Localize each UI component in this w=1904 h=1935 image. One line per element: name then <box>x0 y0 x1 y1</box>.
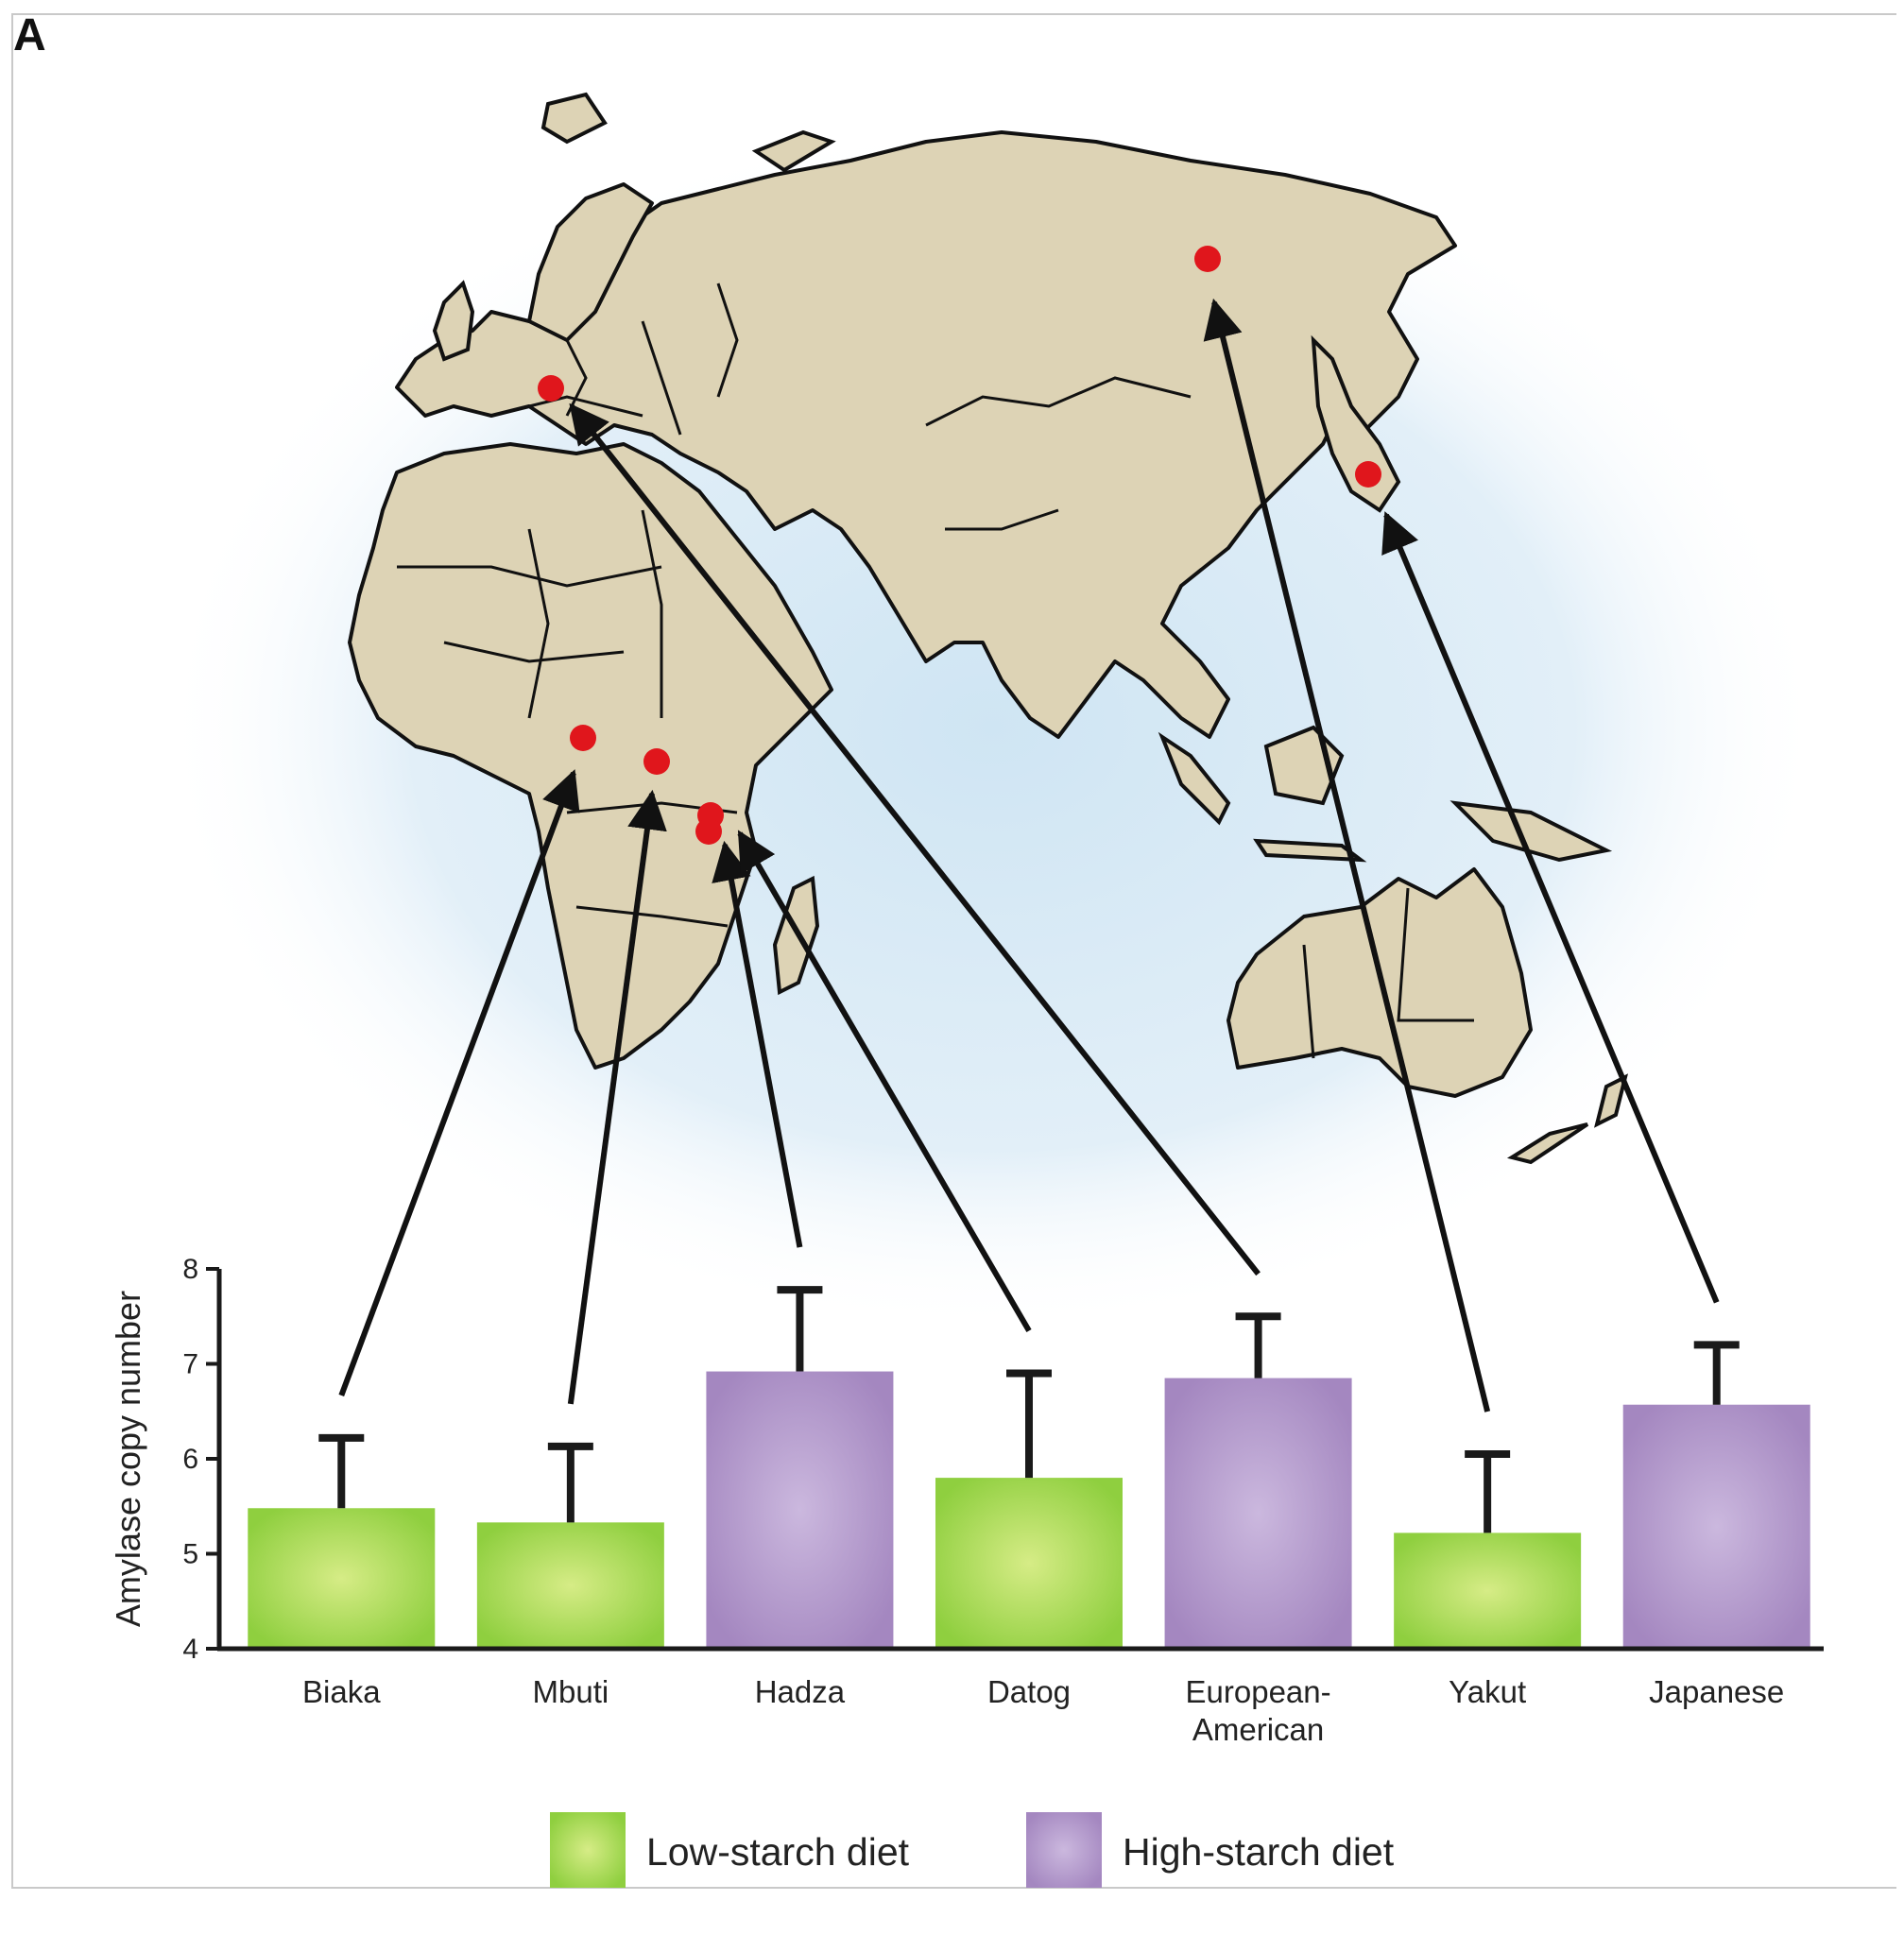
arrow-hadza <box>712 840 803 1248</box>
site-marker-biaka <box>570 725 596 751</box>
connector-arrows <box>338 298 1720 1413</box>
x-tick-label: European-American <box>1186 1674 1331 1747</box>
legend: Low-starch diet High-starch diet <box>550 1812 1395 1888</box>
arrow-yakut <box>1203 298 1491 1413</box>
new-guinea-landmass <box>1449 800 1613 863</box>
arrow-biaka <box>338 769 580 1396</box>
bar-european-american <box>1164 1378 1352 1649</box>
arrow-european-american <box>569 402 1261 1276</box>
legend-label-low: Low-starch diet <box>646 1830 910 1874</box>
uk-landmass <box>432 280 475 362</box>
x-tick-label: Hadza <box>755 1674 846 1709</box>
scandinavia-landmass <box>527 182 654 342</box>
x-tick-label: Japanese <box>1649 1674 1784 1709</box>
y-tick-label: 5 <box>182 1539 198 1570</box>
legend-swatch-low <box>550 1812 626 1888</box>
arrow-mbuti <box>567 789 667 1405</box>
figure-frame <box>11 13 1896 1889</box>
bar-chart: 4 5 6 7 8 Amylase copy number Biaka Mbuti Hadza D… <box>109 1254 1824 1747</box>
x-tick-label: Mbuti <box>533 1674 609 1709</box>
y-tick-label: 6 <box>182 1444 198 1475</box>
site-marker-european-american <box>538 375 564 402</box>
y-tick-label: 8 <box>182 1254 198 1285</box>
bar-hadza <box>706 1371 894 1649</box>
java-landmass <box>1253 838 1367 863</box>
y-tick-label: 4 <box>182 1634 198 1665</box>
bar-biaka <box>248 1508 436 1649</box>
bar-yakut <box>1394 1533 1582 1649</box>
eurasia-landmass <box>395 130 1457 739</box>
legend-label-high: High-starch diet <box>1123 1830 1395 1874</box>
y-axis-title: Amylase copy number <box>109 1291 147 1627</box>
africa-landmass <box>348 442 833 1070</box>
site-marker-japanese <box>1355 461 1381 488</box>
x-tick-label: Biaka <box>302 1674 381 1709</box>
new-zealand-landmass <box>1594 1073 1628 1128</box>
site-marker-yakut <box>1194 246 1221 272</box>
new-zealand-south-landmass <box>1506 1122 1589 1165</box>
y-tick-label: 7 <box>182 1349 198 1380</box>
panel-label: A <box>13 10 46 60</box>
sumatra-landmass <box>1158 731 1231 826</box>
bar-datog <box>935 1478 1123 1649</box>
world-map <box>161 92 1824 1332</box>
novaya-zemlya-landmass <box>751 129 836 173</box>
arrow-datog <box>737 830 1032 1333</box>
site-marker-mbuti <box>643 748 670 775</box>
site-marker-datog <box>695 818 722 845</box>
site-markers <box>538 246 1381 845</box>
x-tick-label: Yakut <box>1449 1674 1526 1709</box>
bar-mbuti <box>476 1522 664 1649</box>
arrow-japanese <box>1381 511 1720 1304</box>
bar-japanese <box>1622 1404 1810 1649</box>
arctic-island-landmass <box>540 92 608 145</box>
x-tick-label: Datog <box>987 1674 1071 1709</box>
legend-swatch-high <box>1026 1812 1102 1888</box>
